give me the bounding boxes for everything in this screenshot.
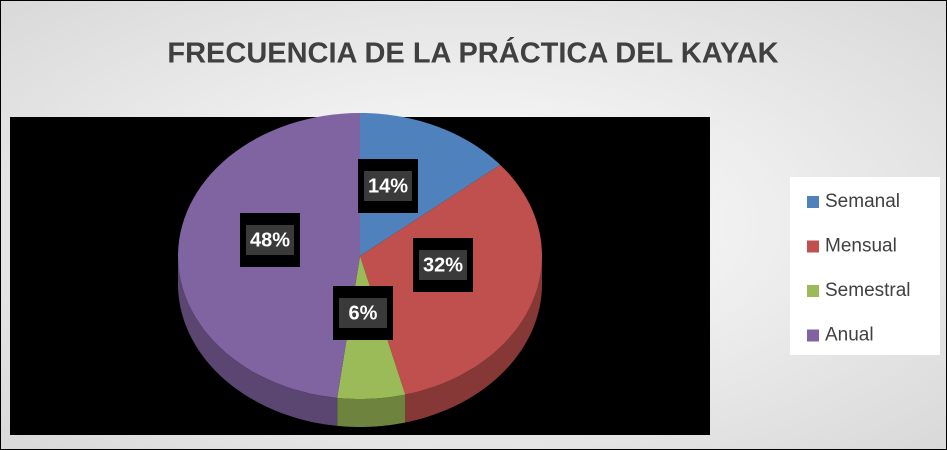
legend-label: Semanal xyxy=(825,191,900,212)
legend-label: Semestral xyxy=(825,280,911,301)
legend-swatch xyxy=(807,285,819,297)
data-label: 14% xyxy=(368,175,408,197)
data-label-bg xyxy=(419,250,467,280)
pie-slice-side xyxy=(178,256,338,426)
data-label-bg xyxy=(246,225,294,255)
legend-swatch xyxy=(807,329,819,342)
legend-label: Mensual xyxy=(825,236,897,257)
legend-swatch xyxy=(807,240,819,253)
data-label-bg xyxy=(364,171,412,201)
data-label-bg xyxy=(339,298,387,328)
legend-swatch xyxy=(807,196,819,208)
chart-title: FRECUENCIA DE LA PRÁCTICA DEL KAYAK xyxy=(167,36,778,70)
pie-slice-side xyxy=(337,394,406,427)
pie-slice-side xyxy=(405,256,542,423)
data-label: 32% xyxy=(423,254,463,276)
legend-label: Anual xyxy=(825,325,874,346)
data-label: 6% xyxy=(349,302,378,324)
data-label: 48% xyxy=(250,229,290,251)
pie-slice xyxy=(360,113,501,256)
